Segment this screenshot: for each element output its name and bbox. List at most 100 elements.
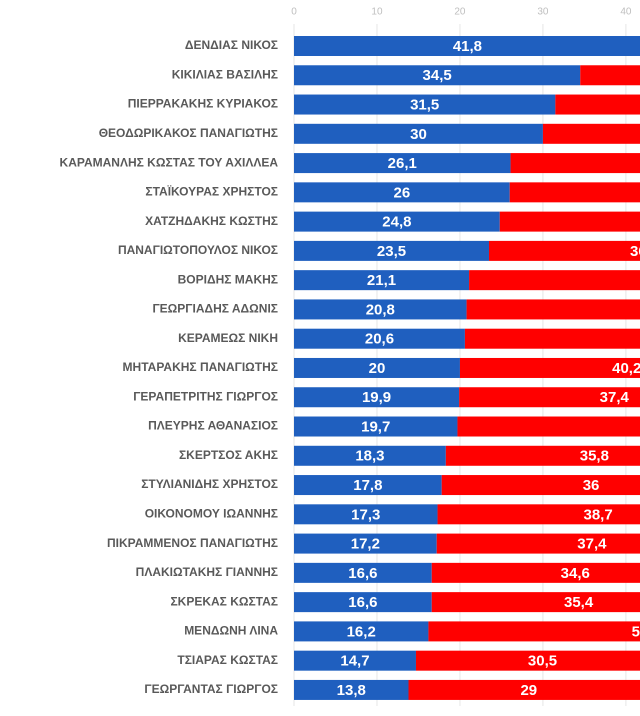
- value-label: 34,6: [561, 565, 590, 582]
- value-label: 17,8: [353, 477, 382, 494]
- bar-segment: [294, 36, 640, 56]
- value-label: 30,5: [528, 653, 557, 670]
- bar-segment: [431, 562, 640, 583]
- value-label: 13,8: [337, 682, 366, 699]
- bar-segment: [294, 65, 581, 86]
- category-label: ΓΕΩΡΓΑΝΤΑΣ ΓΙΩΡΓΟΣ: [144, 682, 278, 696]
- bar-segment: [294, 679, 409, 700]
- x-tick-label: 10: [371, 7, 383, 18]
- category-label: ΠΛΑΚΙΩΤΑΚΗΣ ΓΙΑΝΝΗΣ: [136, 565, 278, 579]
- value-label: 23,5: [377, 243, 406, 260]
- value-label: 37,4: [577, 536, 607, 553]
- value-label: 29: [520, 682, 537, 699]
- category-label: ΜΕΝΔΩΝΗ ΛΙΝΑ: [184, 624, 278, 638]
- bar-segment: [459, 387, 640, 408]
- value-label: 31,5: [410, 97, 439, 114]
- category-label: ΠΛΕΥΡΗΣ ΑΘΑΝΑΣΙΟΣ: [148, 419, 278, 433]
- hidden-segment: [466, 299, 640, 320]
- category-label: ΟΙΚΟΝΟΜΟΥ ΙΩΑΝΝΗΣ: [145, 506, 278, 520]
- category-label: ΠΙΚΡΑΜΜΕΝΟΣ ΠΑΝΑΓΙΩΤΗΣ: [107, 536, 278, 550]
- bar-segment: [294, 240, 489, 261]
- category-label: ΚΙΚΙΛΙΑΣ ΒΑΣΙΛΗΣ: [172, 67, 278, 81]
- value-label: 40,2: [612, 360, 640, 377]
- bar-segment: [294, 328, 465, 349]
- bar-segment: [436, 533, 640, 554]
- hidden-segment: [542, 123, 640, 144]
- value-label: 38,7: [583, 506, 612, 523]
- bar-segment: [415, 650, 640, 671]
- hidden-segment: [580, 65, 640, 86]
- value-label: 17,2: [351, 536, 380, 553]
- value-label: 20,6: [365, 331, 394, 348]
- bar-segment: [294, 621, 429, 642]
- x-tick-label: 40: [620, 7, 632, 18]
- category-label: ΜΗΤΑΡΑΚΗΣ ΠΑΝΑΓΙΩΤΗΣ: [123, 360, 278, 374]
- hidden-segment: [464, 328, 640, 349]
- bar-segment: [294, 211, 500, 232]
- category-label: ΠΙΕΡΡΑΚΑΚΗΣ ΚΥΡΙΑΚΟΣ: [128, 97, 278, 111]
- category-label: ΒΟΡΙΔΗΣ ΜΑΚΗΣ: [178, 272, 278, 286]
- category-label: ΓΕΩΡΓΙΑΔΗΣ ΑΔΩΝΙΣ: [152, 302, 278, 316]
- hidden-segment: [499, 211, 640, 232]
- value-label: 35,8: [580, 448, 609, 465]
- bar-segment: [445, 445, 640, 466]
- bar-segment: [294, 533, 437, 554]
- category-label: ΣΚΡΕΚΑΣ ΚΩΣΤΑΣ: [170, 594, 278, 608]
- category-label: ΧΑΤΖΗΔΑΚΗΣ ΚΩΣΤΗΣ: [145, 214, 278, 228]
- category-label: ΣΤΥΛΙΑΝΙΔΗΣ ΧΡΗΣΤΟΣ: [141, 477, 278, 491]
- bar-segment: [431, 592, 640, 613]
- value-label: 20,8: [366, 301, 395, 318]
- category-label: ΓΕΡΑΠΕΤΡΙΤΗΣ ΓΙΩΡΓΟΣ: [133, 389, 278, 403]
- category-label: ΔΕΝΔΙΑΣ ΝΙΚΟΣ: [185, 38, 278, 52]
- value-label: 36: [630, 243, 640, 260]
- value-label: 24,8: [382, 214, 411, 231]
- value-label: 18,3: [355, 448, 384, 465]
- value-label: 30: [410, 126, 427, 143]
- value-label: 36: [583, 477, 600, 494]
- value-label: 34,5: [423, 67, 452, 84]
- category-label: ΣΚΕΡΤΣΟΣ ΑΚΗΣ: [179, 448, 278, 462]
- hidden-segment: [509, 182, 640, 203]
- bar-segment: [428, 621, 640, 642]
- category-label: ΘΕΟΔΩΡΙΚΑΚΟΣ ΠΑΝΑΓΙΩΤΗΣ: [99, 126, 278, 140]
- bar-segment: [408, 679, 640, 700]
- bar-segment: [488, 240, 640, 261]
- bar-segment: [294, 299, 467, 320]
- value-label: 41,8: [453, 38, 482, 55]
- value-label: 21,1: [367, 272, 396, 289]
- x-tick-label: 30: [537, 7, 549, 18]
- x-tick-label: 20: [454, 7, 466, 18]
- category-label: ΚΑΡΑΜΑΝΛΗΣ ΚΩΣΤΑΣ ΤΟΥ ΑΧΙΛΛΕΑ: [60, 155, 279, 169]
- bar-segment: [294, 416, 458, 437]
- category-label: ΤΣΙΑΡΑΣ ΚΩΣΤΑΣ: [177, 653, 278, 667]
- bar-segment: [294, 270, 470, 291]
- bar-segment: [294, 153, 511, 174]
- value-label: 35,4: [564, 594, 594, 611]
- bar-segment: [294, 445, 446, 466]
- value-label: 26: [394, 184, 411, 201]
- category-label: ΠΑΝΑΓΙΩΤΟΠΟΥΛΟΣ ΝΙΚΟΣ: [118, 243, 278, 257]
- value-label: 14,7: [340, 653, 369, 670]
- bar-segment: [294, 504, 438, 525]
- value-label: 51: [632, 623, 640, 640]
- value-label: 19,9: [362, 389, 391, 406]
- value-label: 17,3: [351, 506, 380, 523]
- hidden-segment: [555, 94, 640, 115]
- value-label: 16,6: [348, 594, 377, 611]
- bar-segment: [294, 592, 432, 613]
- value-label: 26,1: [388, 155, 417, 172]
- hidden-segment: [457, 416, 640, 437]
- value-label: 37,4: [600, 389, 630, 406]
- value-label: 20: [369, 360, 386, 377]
- hidden-segment: [510, 153, 640, 174]
- x-tick-label: 0: [291, 7, 297, 18]
- bar-segment: [459, 357, 640, 378]
- value-label: 16,2: [347, 623, 376, 640]
- hidden-segment: [469, 270, 640, 291]
- category-label: ΣΤΑΪΚΟΥΡΑΣ ΧΡΗΣΤΟΣ: [145, 184, 278, 199]
- bar-segment: [294, 650, 416, 671]
- value-label: 16,6: [348, 565, 377, 582]
- value-label: 19,7: [361, 418, 390, 435]
- bar-segment: [294, 182, 510, 203]
